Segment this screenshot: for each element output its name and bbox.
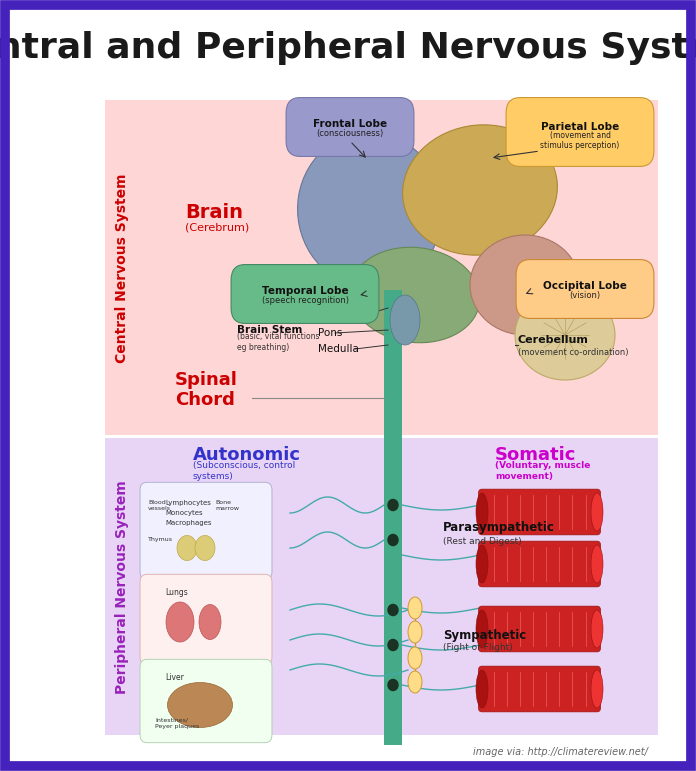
Text: (Fight or Flight): (Fight or Flight) bbox=[443, 644, 513, 652]
Ellipse shape bbox=[166, 602, 194, 642]
Text: Liver: Liver bbox=[165, 673, 184, 682]
Text: Monocytes: Monocytes bbox=[165, 510, 203, 516]
Ellipse shape bbox=[408, 671, 422, 693]
Text: Central Nervous System: Central Nervous System bbox=[115, 173, 129, 362]
Text: Thymus: Thymus bbox=[148, 537, 173, 542]
Ellipse shape bbox=[408, 621, 422, 643]
Text: Autonomic: Autonomic bbox=[193, 446, 301, 464]
Circle shape bbox=[388, 500, 398, 510]
Ellipse shape bbox=[177, 536, 197, 561]
Ellipse shape bbox=[591, 670, 603, 708]
Ellipse shape bbox=[470, 235, 580, 335]
Circle shape bbox=[388, 679, 398, 691]
Text: (consciousness): (consciousness) bbox=[317, 129, 383, 138]
Text: Medulla: Medulla bbox=[318, 344, 359, 354]
Text: (Subconscious, control
systems): (Subconscious, control systems) bbox=[193, 461, 295, 480]
FancyBboxPatch shape bbox=[231, 264, 379, 323]
FancyBboxPatch shape bbox=[105, 438, 658, 735]
Ellipse shape bbox=[515, 290, 615, 380]
Ellipse shape bbox=[591, 545, 603, 583]
Text: (Voluntary, muscle
movement): (Voluntary, muscle movement) bbox=[495, 461, 590, 480]
FancyBboxPatch shape bbox=[140, 659, 272, 742]
Ellipse shape bbox=[591, 610, 603, 648]
Text: Parasympathetic: Parasympathetic bbox=[443, 521, 555, 534]
Text: Cerebellum: Cerebellum bbox=[518, 335, 589, 345]
Text: Macrophages: Macrophages bbox=[165, 520, 212, 526]
Circle shape bbox=[388, 604, 398, 615]
Ellipse shape bbox=[476, 545, 488, 583]
Text: Midbrain: Midbrain bbox=[310, 313, 356, 323]
Ellipse shape bbox=[402, 125, 557, 255]
FancyBboxPatch shape bbox=[516, 260, 654, 318]
Ellipse shape bbox=[408, 647, 422, 669]
Text: Brain Stem: Brain Stem bbox=[237, 325, 302, 335]
Text: (speech recognition): (speech recognition) bbox=[262, 295, 349, 305]
Text: Brain: Brain bbox=[185, 204, 243, 223]
Text: Sympathetic: Sympathetic bbox=[443, 628, 526, 641]
Text: (movement and
stimulus perception): (movement and stimulus perception) bbox=[540, 130, 619, 150]
Ellipse shape bbox=[298, 133, 443, 288]
Text: Lungs: Lungs bbox=[165, 588, 188, 597]
Text: Spinal
Chord: Spinal Chord bbox=[175, 371, 238, 409]
Ellipse shape bbox=[350, 247, 480, 343]
FancyBboxPatch shape bbox=[506, 98, 654, 167]
Text: Occipital Lobe: Occipital Lobe bbox=[543, 281, 627, 291]
Text: Temporal Lobe: Temporal Lobe bbox=[262, 285, 348, 295]
Text: Pons: Pons bbox=[318, 328, 342, 338]
Ellipse shape bbox=[591, 493, 603, 531]
Text: Peripheral Nervous System: Peripheral Nervous System bbox=[115, 480, 129, 694]
Text: Bone
marrow: Bone marrow bbox=[215, 500, 239, 511]
Circle shape bbox=[388, 639, 398, 651]
Ellipse shape bbox=[476, 610, 488, 648]
FancyBboxPatch shape bbox=[384, 290, 402, 745]
Text: Central and Peripheral Nervous System: Central and Peripheral Nervous System bbox=[0, 31, 696, 65]
FancyBboxPatch shape bbox=[286, 98, 414, 157]
Text: (Rest and Digest): (Rest and Digest) bbox=[443, 537, 521, 546]
FancyBboxPatch shape bbox=[140, 483, 272, 580]
Ellipse shape bbox=[390, 295, 420, 345]
Ellipse shape bbox=[195, 536, 215, 561]
FancyBboxPatch shape bbox=[479, 489, 601, 535]
FancyBboxPatch shape bbox=[479, 666, 601, 712]
Text: Somatic: Somatic bbox=[495, 446, 576, 464]
Text: (movement co-ordination): (movement co-ordination) bbox=[518, 348, 628, 358]
Ellipse shape bbox=[199, 604, 221, 639]
Text: (vision): (vision) bbox=[569, 291, 601, 300]
Text: Lymphocytes: Lymphocytes bbox=[165, 500, 211, 506]
Ellipse shape bbox=[168, 682, 232, 728]
FancyBboxPatch shape bbox=[479, 606, 601, 651]
Ellipse shape bbox=[476, 493, 488, 531]
Ellipse shape bbox=[476, 670, 488, 708]
Circle shape bbox=[388, 534, 398, 546]
Text: Parietal Lobe: Parietal Lobe bbox=[541, 123, 619, 133]
Ellipse shape bbox=[408, 597, 422, 619]
FancyBboxPatch shape bbox=[140, 574, 272, 665]
Text: Intestines/
Peyer plaques: Intestines/ Peyer plaques bbox=[155, 718, 199, 729]
FancyBboxPatch shape bbox=[105, 100, 658, 435]
Text: (basic, vital functions
eg breathing): (basic, vital functions eg breathing) bbox=[237, 332, 319, 352]
Text: image via: http://climatereview.net/: image via: http://climatereview.net/ bbox=[473, 747, 648, 757]
Text: Frontal Lobe: Frontal Lobe bbox=[313, 119, 387, 129]
FancyBboxPatch shape bbox=[479, 541, 601, 587]
Text: Blood
vessels: Blood vessels bbox=[148, 500, 171, 511]
Text: (Cerebrum): (Cerebrum) bbox=[185, 223, 249, 233]
